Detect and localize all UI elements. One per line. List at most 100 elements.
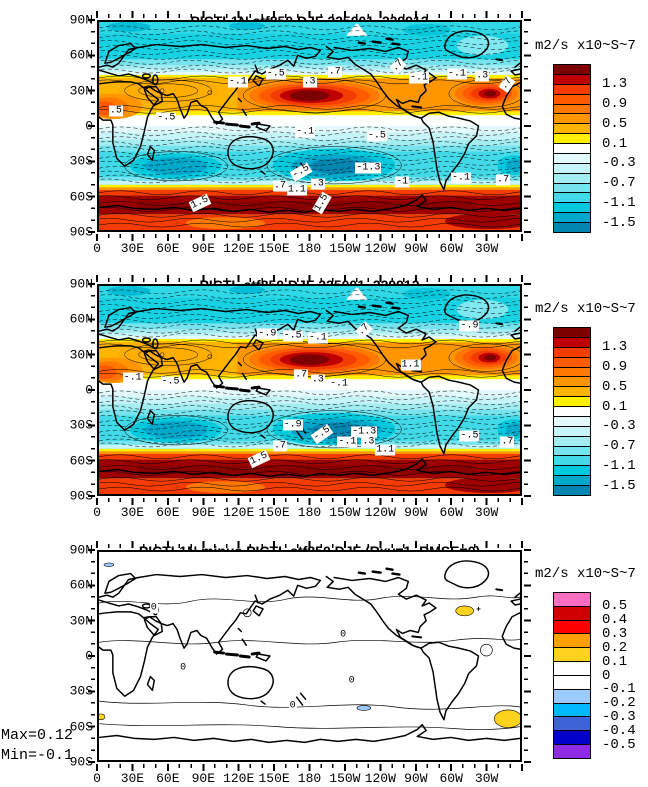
- colorbar-cell: [554, 455, 590, 466]
- colorbar-cell: [554, 485, 590, 495]
- contour-label: .3: [302, 76, 317, 88]
- lon-tick-label: 0: [93, 505, 101, 520]
- lat-tick-label: 90S: [69, 488, 93, 504]
- colorbar-cell: [554, 605, 590, 620]
- colorbar-cell: [554, 212, 590, 222]
- lon-tick-label: 90W: [404, 505, 428, 520]
- colorbar-cell: [554, 475, 590, 485]
- colorbar-cell: [554, 152, 590, 163]
- colorbar-cell: [554, 593, 590, 606]
- contour-label: -.1: [307, 332, 328, 344]
- lat-tick-label: 30N: [69, 347, 93, 363]
- colorbar-tick-label: -0.7: [602, 175, 636, 192]
- lon-tick-label: 180: [297, 771, 322, 786]
- contour-map-3: [99, 552, 520, 760]
- lat-tick-label: 60S: [69, 719, 93, 735]
- colorbar-cell: [554, 406, 590, 416]
- max-stat-label: Max=0.12: [1, 727, 74, 744]
- contour-label: 1.1: [286, 184, 307, 196]
- colorbar-tick-label: 0.5: [602, 597, 628, 614]
- lon-tick-label: 180: [297, 505, 322, 520]
- x-axis-minor-ticks-bottom: [96, 498, 523, 502]
- lon-tick-label: 90E: [191, 241, 215, 256]
- colorbar-cell: [554, 716, 590, 731]
- y-axis-minor-ticks-right: [524, 549, 528, 763]
- lon-tick-label: 60W: [439, 505, 463, 520]
- colorbar-tick-label: 0.5: [602, 378, 628, 395]
- contour-label: .3: [475, 70, 490, 82]
- lat-tick-label: 60N: [69, 47, 93, 63]
- colorbar-tick-label: 0.9: [602, 358, 628, 375]
- contour-label: -.1: [451, 172, 472, 184]
- contour-label: .3: [361, 436, 376, 448]
- colorbar-cell: [554, 674, 590, 689]
- colorbar-tick-label: 0: [602, 667, 611, 684]
- map-plot-pictl1n: -.5 -.1.3.7.7 -.1 -.1.3.7.5 -.5 -.1 -.5 -.5 -1.3…: [97, 20, 522, 232]
- colorbar-cell: [554, 633, 590, 648]
- lon-tick-label: 60W: [439, 241, 463, 256]
- colorbar-cells-1: [553, 64, 591, 233]
- x-axis-labels: 0 30E 60E 90E 120E 150E 180 150W 120W 90W 60W 30W: [93, 771, 522, 787]
- colorbar-labels-2: 1.3 0.9 0.5 0.1 -0.3 -0.7 -1.1 -1.5: [602, 327, 648, 496]
- colorbar-cell: [554, 133, 590, 143]
- colorbar-tick-label: -0.7: [602, 438, 636, 455]
- colorbar-cell: [554, 647, 590, 662]
- colorbar-tick-label: 0.2: [602, 639, 628, 656]
- contour-label: -.9: [257, 328, 278, 340]
- x-axis-minor-ticks-bottom: [96, 764, 523, 768]
- colorbar-cell: [554, 222, 590, 232]
- colorbar-cell: [554, 425, 590, 436]
- colorbar-labels-3: 0.5 0.4 0.3 0.2 0.1 0 -0.1 -0.2 -0.3 -0.4 -0.5: [602, 592, 648, 759]
- lon-tick-label: 120E: [223, 505, 255, 520]
- colorbar-tick-label: -0.3: [602, 709, 636, 726]
- units-label-2: m2/s x10~S~7: [535, 301, 636, 317]
- contour-label: .7: [273, 440, 288, 452]
- lon-tick-label: 90W: [404, 771, 428, 786]
- x-axis-labels: 0 30E 60E 90E 120E 150E 180 150W 120W 90W 60W 30W: [93, 241, 522, 257]
- y-axis-labels: 90N 60N 30N 0 30S 60S 90S: [51, 277, 93, 504]
- contour-label: -.5: [282, 330, 303, 342]
- contour-label: .7: [294, 369, 309, 381]
- colorbar-cell: [554, 415, 590, 426]
- panel-pictl1n: PICTL1N stf850 DJF 225001_229912 -.5-.1.…: [0, 0, 648, 263]
- contour-labels-3: 0 0 0 0 0: [99, 552, 520, 760]
- contour-label: .7: [496, 174, 511, 186]
- contour-label: -.5: [156, 112, 177, 124]
- colorbar-cell: [554, 619, 590, 634]
- colorbar-cell: [554, 182, 590, 193]
- colorbar-1: m2/s x10~S~7 1.3 0.9 0.5 0.1 -0.3 -0.7 -1.1 -1.…: [535, 38, 636, 233]
- lat-tick-label: 0: [85, 648, 93, 664]
- contour-labels-2: -.9 -.5 -.1.7 -.9 1.1.7.3 -.1 -.1 -.5 -.9 -1.3 -.5…: [99, 286, 520, 494]
- contour-label: 1.5: [247, 449, 271, 468]
- lon-tick-label: 30E: [120, 771, 145, 786]
- contour-label: -.1: [328, 378, 349, 390]
- lon-tick-label: 120W: [364, 241, 396, 256]
- colorbar-cell: [554, 113, 590, 124]
- lon-tick-label: 180: [297, 241, 322, 256]
- lon-tick-label: 60E: [156, 505, 180, 520]
- colorbar-cell: [554, 123, 590, 134]
- contour-label: 1.5: [188, 193, 212, 213]
- colorbar-cell: [554, 73, 590, 84]
- lon-tick-label: 120W: [364, 771, 396, 786]
- lat-tick-label: 90N: [69, 276, 93, 292]
- lon-tick-label: 150E: [258, 771, 290, 786]
- lon-tick-label: 150W: [329, 771, 361, 786]
- colorbar-tick-label: -1.5: [602, 215, 636, 232]
- lat-tick-label: 30S: [69, 153, 93, 169]
- contour-labels-1: -.5 -.1.3.7.7 -.1 -.1.3.7.5 -.5 -.1 -.5 -.5 -1.3…: [99, 22, 520, 230]
- lon-tick-label: 120E: [223, 241, 255, 256]
- lon-tick-label: 30W: [474, 771, 499, 786]
- map-frame-2: -.9 -.5 -.1.7 -.9 1.1.7.3 -.1 -.1 -.5 -.9 -1.3 -.5…: [70, 275, 531, 520]
- colorbar-cell: [554, 445, 590, 456]
- lon-tick-label: 30W: [474, 241, 499, 256]
- colorbar-cell: [554, 702, 590, 717]
- contour-label: 1.1: [400, 359, 421, 371]
- contour-label: .3: [310, 374, 325, 386]
- colorbar-cell: [554, 83, 590, 94]
- contour-label: .5: [108, 105, 123, 117]
- contour-label: -.1: [227, 76, 248, 88]
- contour-label: -.1: [337, 436, 358, 448]
- colorbar-cell: [554, 103, 590, 114]
- lat-tick-label: 30N: [69, 613, 93, 629]
